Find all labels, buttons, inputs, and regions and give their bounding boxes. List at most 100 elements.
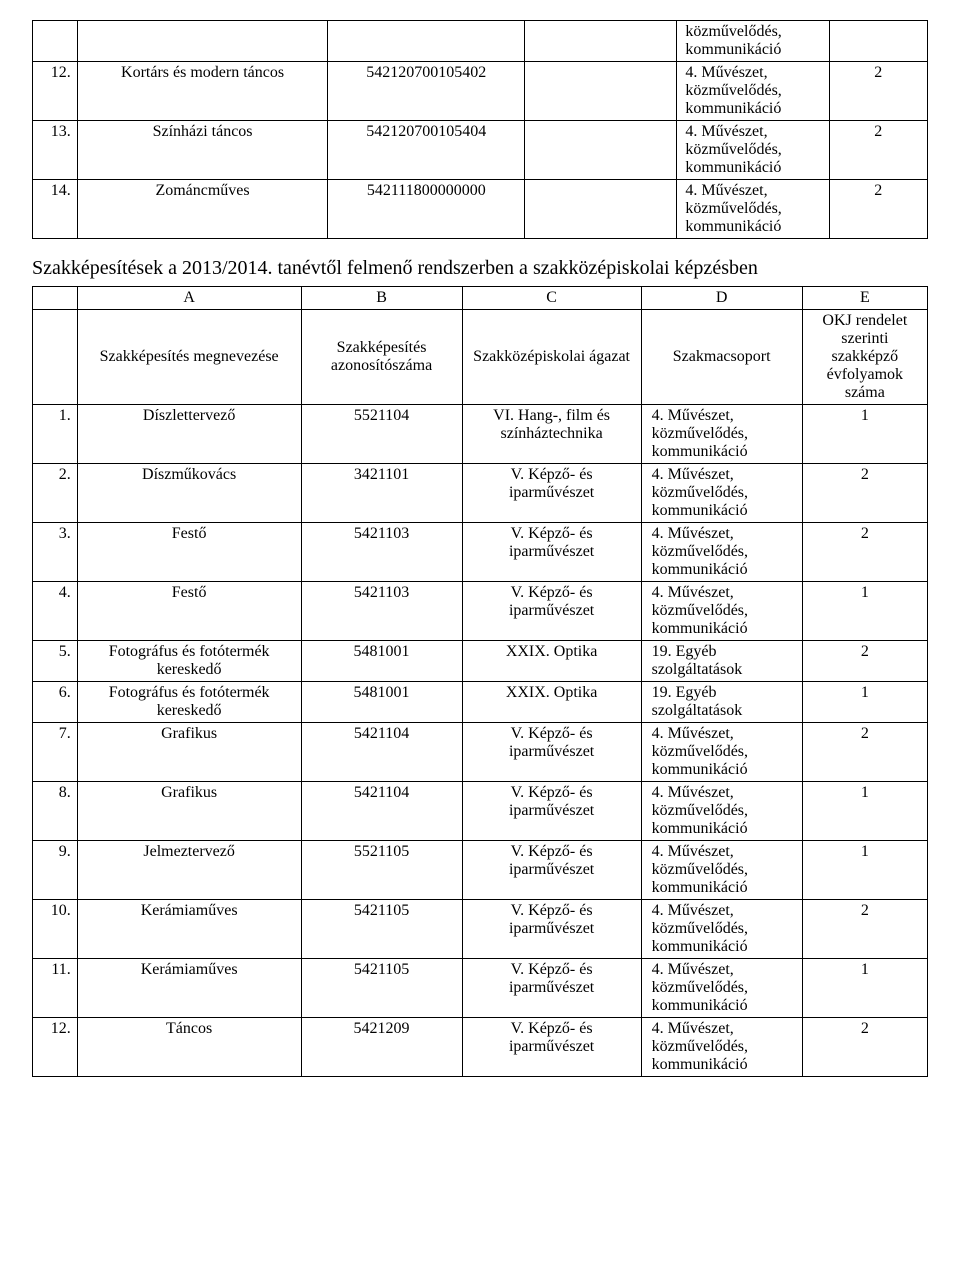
col-a: A (77, 287, 301, 310)
cell-num: 5. (33, 641, 78, 682)
cell-ev: 2 (829, 62, 927, 121)
cell-num: 4. (33, 582, 78, 641)
cell-group: 4. Művészet, közművelődés, kommunikáció (641, 582, 802, 641)
cell-num: 12. (33, 1018, 78, 1077)
cell-ev: 2 (802, 523, 927, 582)
table-row: közművelődés, kommunikáció (33, 21, 928, 62)
cell-ev: 2 (829, 121, 927, 180)
cell-id: 542120700105402 (328, 62, 525, 121)
cell-ev (829, 21, 927, 62)
cell-agazat: 4. Művészet, közművelődés, kommunikáció (677, 180, 829, 239)
cell-group: 4. Művészet, közművelődés, kommunikáció (641, 405, 802, 464)
table-row: 11.Kerámiaműves5421105V. Képző- és iparm… (33, 959, 928, 1018)
table-row: 4.Festő5421103V. Képző- és iparművészet4… (33, 582, 928, 641)
cell-id: 5521105 (301, 841, 462, 900)
cell-name: Kerámiaműves (77, 959, 301, 1018)
cell-id: 542120700105404 (328, 121, 525, 180)
cell-agazat: V. Képző- és iparművészet (462, 900, 641, 959)
table-row: 9.Jelmeztervező5521105V. Képző- és iparm… (33, 841, 928, 900)
cell-num (33, 21, 78, 62)
table-row: 8.Grafikus5421104V. Képző- és iparművész… (33, 782, 928, 841)
cell-spacer (525, 180, 677, 239)
cell-num: 3. (33, 523, 78, 582)
column-header-row: Szakképesítés megnevezése Szakképesítés … (33, 310, 928, 405)
header-agazat: Szakközépiskolai ágazat (462, 310, 641, 405)
cell-group: 4. Művészet, közművelődés, kommunikáció (641, 1018, 802, 1077)
cell-ev: 1 (802, 782, 927, 841)
cell-id: 3421101 (301, 464, 462, 523)
cell-ev: 2 (802, 1018, 927, 1077)
table-row: 10.Kerámiaműves5421105V. Képző- és iparm… (33, 900, 928, 959)
table-row: 6.Fotográfus és fotótermék kereskedő5481… (33, 682, 928, 723)
cell-agazat: V. Képző- és iparművészet (462, 782, 641, 841)
table-row: 3.Festő5421103V. Képző- és iparművészet4… (33, 523, 928, 582)
cell-name: Díszlettervező (77, 405, 301, 464)
cell-agazat: XXIX. Optika (462, 682, 641, 723)
cell-spacer (525, 121, 677, 180)
cell-name (77, 21, 328, 62)
cell-name: Fotográfus és fotótermék kereskedő (77, 682, 301, 723)
table-row: 13.Színházi táncos5421207001054044. Művé… (33, 121, 928, 180)
cell-id: 5421103 (301, 582, 462, 641)
cell-agazat: V. Képző- és iparművészet (462, 523, 641, 582)
cell-name: Jelmeztervező (77, 841, 301, 900)
cell-group: 4. Művészet, közművelődés, kommunikáció (641, 959, 802, 1018)
cell-num: 9. (33, 841, 78, 900)
cell-ev: 2 (829, 180, 927, 239)
table-row: 14.Zománcműves542111800000000 4. Művészet… (33, 180, 928, 239)
cell-group: 19. Egyéb szolgáltatások (641, 641, 802, 682)
cell-id: 5521104 (301, 405, 462, 464)
cell-id: 5421104 (301, 723, 462, 782)
col-d: D (641, 287, 802, 310)
cell-agazat: 4. Művészet, közművelődés, kommunikáció (677, 62, 829, 121)
cell-id: 5481001 (301, 641, 462, 682)
cell-num: 10. (33, 900, 78, 959)
cell-id: 5481001 (301, 682, 462, 723)
cell-agazat: VI. Hang-, film és színháztechnika (462, 405, 641, 464)
cell-name: Táncos (77, 1018, 301, 1077)
cell-ev: 1 (802, 682, 927, 723)
table-row: 12.Kortárs és modern táncos5421207001054… (33, 62, 928, 121)
cell-name: Díszműkovács (77, 464, 301, 523)
cell-name: Zománcműves (77, 180, 328, 239)
cell-ev: 1 (802, 582, 927, 641)
cell-id: 5421209 (301, 1018, 462, 1077)
cell-num: 14. (33, 180, 78, 239)
col-b: B (301, 287, 462, 310)
cell-name: Fotográfus és fotótermék kereskedő (77, 641, 301, 682)
cell-group: 19. Egyéb szolgáltatások (641, 682, 802, 723)
cell-name: Grafikus (77, 723, 301, 782)
col-c: C (462, 287, 641, 310)
cell-group: 4. Művészet, közművelődés, kommunikáció (641, 841, 802, 900)
cell-num: 8. (33, 782, 78, 841)
cell-name: Festő (77, 582, 301, 641)
cell-id: 542111800000000 (328, 180, 525, 239)
cell-agazat: V. Képző- és iparművészet (462, 959, 641, 1018)
abc-header-row: A B C D E (33, 287, 928, 310)
table-top: közművelődés, kommunikáció12.Kortárs és … (32, 20, 928, 239)
cell-agazat: közművelődés, kommunikáció (677, 21, 829, 62)
cell-group: 4. Művészet, közművelődés, kommunikáció (641, 464, 802, 523)
cell-group: 4. Művészet, közművelődés, kommunikáció (641, 782, 802, 841)
cell-agazat: V. Képző- és iparművészet (462, 582, 641, 641)
cell-num: 11. (33, 959, 78, 1018)
cell-id: 5421105 (301, 959, 462, 1018)
table-main: A B C D E Szakképesítés megnevezése Szak… (32, 286, 928, 1077)
cell-name: Festő (77, 523, 301, 582)
cell-num: 6. (33, 682, 78, 723)
header-id: Szakképesítés azonosítószáma (301, 310, 462, 405)
cell-ev: 2 (802, 900, 927, 959)
cell-id: 5421105 (301, 900, 462, 959)
table-row: 12.Táncos5421209V. Képző- és iparművésze… (33, 1018, 928, 1077)
cell-group: 4. Művészet, közművelődés, kommunikáció (641, 723, 802, 782)
cell-id (328, 21, 525, 62)
cell-ev: 2 (802, 723, 927, 782)
cell-name: Színházi táncos (77, 121, 328, 180)
cell-id: 5421103 (301, 523, 462, 582)
cell-num: 2. (33, 464, 78, 523)
cell-agazat: XXIX. Optika (462, 641, 641, 682)
cell-num: 1. (33, 405, 78, 464)
header-ev: OKJ rendelet szerinti szakképző évfolyam… (802, 310, 927, 405)
cell-agazat: 4. Művészet, közművelődés, kommunikáció (677, 121, 829, 180)
section-heading: Szakképesítések a 2013/2014. tanévtől fe… (32, 257, 928, 280)
